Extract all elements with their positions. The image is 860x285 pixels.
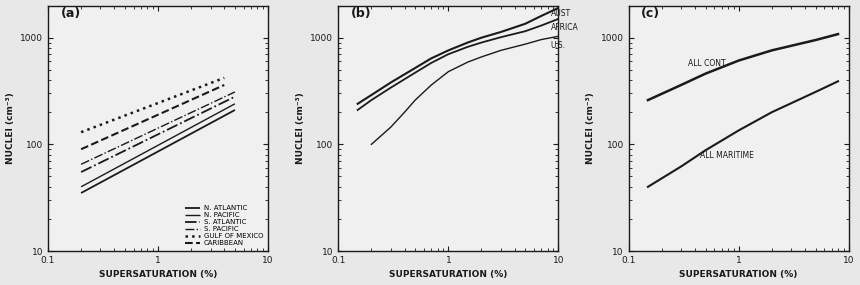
Legend: N. ATLANTIC, N. PACIFIC, S. ATLANTIC, S. PACIFIC, GULF OF MEXICO, CARIBBEAN: N. ATLANTIC, N. PACIFIC, S. ATLANTIC, S.…: [183, 203, 265, 248]
Y-axis label: NUCLEI (cm⁻³): NUCLEI (cm⁻³): [296, 92, 304, 164]
Text: (c): (c): [641, 7, 660, 20]
Text: ALL CONT.: ALL CONT.: [689, 59, 728, 68]
Text: AUST: AUST: [550, 9, 571, 18]
Text: U.S.: U.S.: [550, 41, 566, 50]
X-axis label: SUPERSATURATION (%): SUPERSATURATION (%): [679, 270, 798, 280]
Text: ALL MARITIME: ALL MARITIME: [701, 150, 754, 160]
X-axis label: SUPERSATURATION (%): SUPERSATURATION (%): [99, 270, 218, 280]
Y-axis label: NUCLEI (cm⁻³): NUCLEI (cm⁻³): [5, 92, 15, 164]
Text: AFRICA: AFRICA: [550, 23, 579, 32]
Y-axis label: NUCLEI (cm⁻³): NUCLEI (cm⁻³): [587, 92, 595, 164]
Text: (b): (b): [351, 7, 372, 20]
Text: (a): (a): [60, 7, 81, 20]
X-axis label: SUPERSATURATION (%): SUPERSATURATION (%): [389, 270, 507, 280]
